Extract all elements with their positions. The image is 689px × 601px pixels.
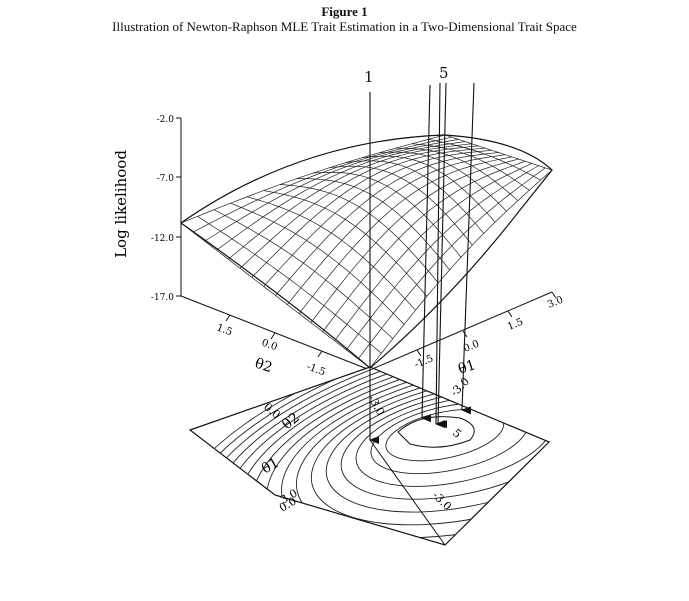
axis-tick [551,291,557,299]
contour-plane-outline [188,366,551,546]
arrow-iteration-5 [437,82,448,429]
mesh-line [362,155,496,223]
iteration-label-5: 5 [439,64,449,82]
mesh-line [287,154,506,305]
iteration-label-1: 1 [364,68,374,86]
arrow-iteration-3 [435,82,446,429]
axis-tick [225,314,231,322]
mesh-line [275,152,499,296]
theta2-axis: 1.5 0.0 -1.5 θ2 [215,322,327,378]
mesh-line [329,165,473,246]
theta2-tick-label: 0.0 [260,337,279,353]
likelihood-surface [179,134,553,369]
mesh-line [378,151,507,212]
z-axis-title: Log likelihood [112,150,130,258]
z-tick-label: -17.0 [151,293,174,303]
figure-caption: Illustration of Newton-Raphson MLE Trait… [112,19,577,34]
theta1-axis-line [369,291,553,371]
axis-tick [317,350,323,358]
mesh-line [322,160,526,332]
mesh-line [298,156,512,314]
axis-tick [507,310,513,318]
z-axis: -2.0 -7.0 -12.0 -17.0 Log likelihood [112,115,182,303]
iteration-arrows: 1 5 [364,64,475,444]
mesh-line [345,160,485,234]
mesh-line [428,138,541,181]
contour-diagonal [369,439,446,546]
axis-tick [416,349,422,357]
theta1-tick-label: 3.0 [546,295,565,311]
arrow-iteration-4 [461,82,475,415]
z-tick-label: -12.0 [151,234,174,244]
theta1-tick-label: 1.5 [506,317,525,333]
mesh-line [369,169,553,369]
mesh-line [411,143,530,191]
theta2-axis-title: θ2 [253,356,274,377]
figure-label: Figure 1 [321,4,368,19]
contour-line [355,395,549,487]
base-axes [180,291,557,371]
theta2-tick-label: 1.5 [215,322,234,338]
mesh-line [357,167,546,360]
mesh-line [395,147,519,201]
mesh-line [444,134,553,171]
surface-mesh [180,134,553,369]
surface-outline [179,134,553,369]
contour-right-top-label: -3.0 [448,375,472,399]
theta2-axis-line [180,295,371,371]
contour-theta1-label: θ1 [259,455,282,478]
mesh-line [334,163,533,342]
z-tick-label: -7.0 [157,174,175,184]
theta2-tick-label: -1.5 [305,361,327,378]
z-tick-label: -2.0 [157,115,175,125]
axis-tick [270,332,276,340]
mesh-line [310,158,519,323]
theta1-axis-title: θ1 [456,357,477,378]
arrow-iteration-2 [421,84,432,423]
